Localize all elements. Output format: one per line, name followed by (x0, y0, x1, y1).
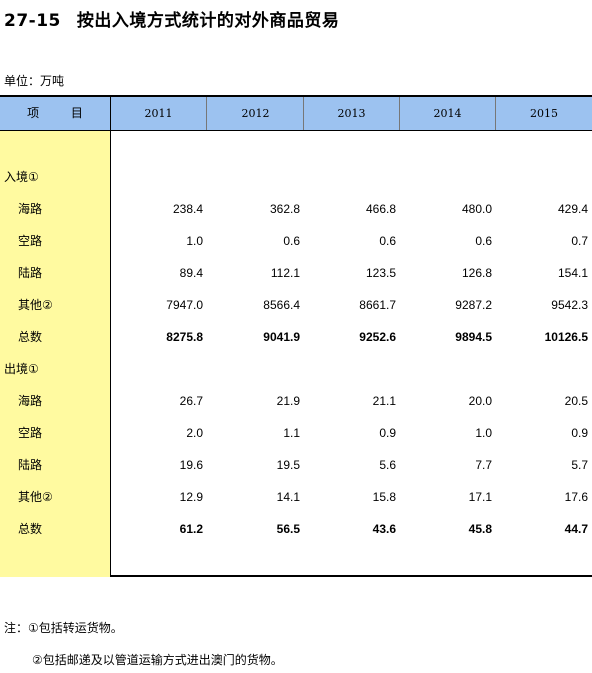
value-cell: 7947.0 (166, 298, 203, 312)
value-cell: 0.7 (571, 234, 588, 248)
table-row: 总数 61.2 56.5 43.6 45.8 44.7 (0, 513, 592, 545)
header-year-2014: 2014 (400, 97, 496, 130)
row-label: 空路 (18, 234, 43, 248)
unit-label: 单位：万吨 (4, 74, 65, 88)
value-cell: 123.5 (365, 266, 396, 280)
value-cell: 61.2 (179, 522, 203, 536)
row-label: 陆路 (18, 266, 43, 280)
value-cell: 7.7 (475, 458, 492, 472)
value-cell: 0.6 (475, 234, 492, 248)
header-year-2015: 2015 (530, 107, 558, 120)
table-row: 海路 26.7 21.9 21.1 20.0 20.5 (0, 385, 592, 417)
row-label: 海路 (18, 202, 43, 216)
value-cell: 5.7 (571, 458, 588, 472)
value-cell: 44.7 (564, 522, 588, 536)
value-cell: 0.9 (571, 426, 588, 440)
row-label: 其他② (18, 298, 53, 312)
value-cell: 21.1 (372, 394, 396, 408)
header-year-2012: 2012 (208, 97, 304, 130)
value-cell: 238.4 (172, 202, 203, 216)
value-cell: 9542.3 (551, 298, 588, 312)
header-year-2013: 2013 (304, 97, 400, 130)
table-row: 总数 8275.8 9041.9 9252.6 9894.5 10126.5 (0, 321, 592, 353)
value-cell: 0.9 (379, 426, 396, 440)
row-label: 海路 (18, 394, 43, 408)
value-cell: 1.0 (475, 426, 492, 440)
section-label: 入境① (4, 170, 39, 184)
header-item: 项 目 (0, 97, 111, 130)
note-1: 注：①包括转运货物。 (4, 621, 123, 635)
value-cell: 89.4 (179, 266, 203, 280)
row-label: 空路 (18, 426, 43, 440)
row-label: 总数 (18, 330, 43, 344)
value-cell: 2.0 (186, 426, 203, 440)
value-cell: 8661.7 (359, 298, 396, 312)
table-row: 其他② 12.9 14.1 15.8 17.1 17.6 (0, 481, 592, 513)
value-cell: 15.8 (372, 490, 396, 504)
value-cell: 362.8 (269, 202, 300, 216)
note-2: ②包括邮递及以管道运输方式进出澳门的货物。 (32, 653, 283, 667)
value-cell: 17.1 (468, 490, 492, 504)
table-row: 出境① (0, 353, 592, 385)
value-cell: 1.1 (283, 426, 300, 440)
table-row: 空路 1.0 0.6 0.6 0.6 0.7 (0, 225, 592, 257)
value-cell: 21.9 (276, 394, 300, 408)
value-cell: 466.8 (365, 202, 396, 216)
table-row: 海路 238.4 362.8 466.8 480.0 429.4 (0, 193, 592, 225)
table-row: 空路 2.0 1.1 0.9 1.0 0.9 (0, 417, 592, 449)
value-cell: 19.5 (276, 458, 300, 472)
value-cell: 17.6 (564, 490, 588, 504)
value-cell: 19.6 (179, 458, 203, 472)
value-cell: 480.0 (461, 202, 492, 216)
value-cell: 9252.6 (359, 330, 396, 344)
value-cell: 26.7 (179, 394, 203, 408)
value-cell: 9894.5 (455, 330, 492, 344)
row-label: 总数 (18, 522, 43, 536)
table-row: 入境① (0, 161, 592, 193)
value-cell: 12.9 (179, 490, 203, 504)
page-title: 27-15 按出入境方式统计的对外商品贸易 (4, 6, 339, 31)
table-code: 27-15 (4, 11, 61, 31)
value-cell: 5.6 (379, 458, 396, 472)
value-cell: 9041.9 (263, 330, 300, 344)
value-cell: 20.5 (564, 394, 588, 408)
value-cell: 43.6 (372, 522, 396, 536)
value-cell: 10126.5 (544, 330, 588, 344)
value-cell: 429.4 (557, 202, 588, 216)
value-cell: 126.8 (461, 266, 492, 280)
value-cell: 9287.2 (455, 298, 492, 312)
value-cell: 8275.8 (166, 330, 203, 344)
value-cell: 56.5 (276, 522, 300, 536)
header-year-2011: 2011 (111, 97, 207, 130)
value-cell: 8566.4 (263, 298, 300, 312)
value-cell: 20.0 (468, 394, 492, 408)
table-header: 项 目 2011 2012 2013 2014 2015 (0, 97, 592, 131)
value-cell: 14.1 (276, 490, 300, 504)
value-cell: 112.1 (270, 266, 300, 280)
label-column (0, 131, 111, 577)
table-row: 其他② 7947.0 8566.4 8661.7 9287.2 9542.3 (0, 289, 592, 321)
row-label: 陆路 (18, 458, 43, 472)
value-cell: 0.6 (379, 234, 396, 248)
value-cell: 45.8 (468, 522, 492, 536)
value-cell: 1.0 (186, 234, 203, 248)
value-cell: 0.6 (283, 234, 300, 248)
trade-table: 项 目 2011 2012 2013 2014 2015 入境① 海路 238.4 362.8… (0, 95, 592, 577)
section-label: 出境① (4, 362, 39, 376)
table-title: 按出入境方式统计的对外商品贸易 (76, 11, 340, 31)
row-label: 其他② (18, 490, 53, 504)
table-row: 陆路 89.4 112.1 123.5 126.8 154.1 (0, 257, 592, 289)
value-cell: 154.1 (557, 266, 588, 280)
table-row: 陆路 19.6 19.5 5.6 7.7 5.7 (0, 449, 592, 481)
